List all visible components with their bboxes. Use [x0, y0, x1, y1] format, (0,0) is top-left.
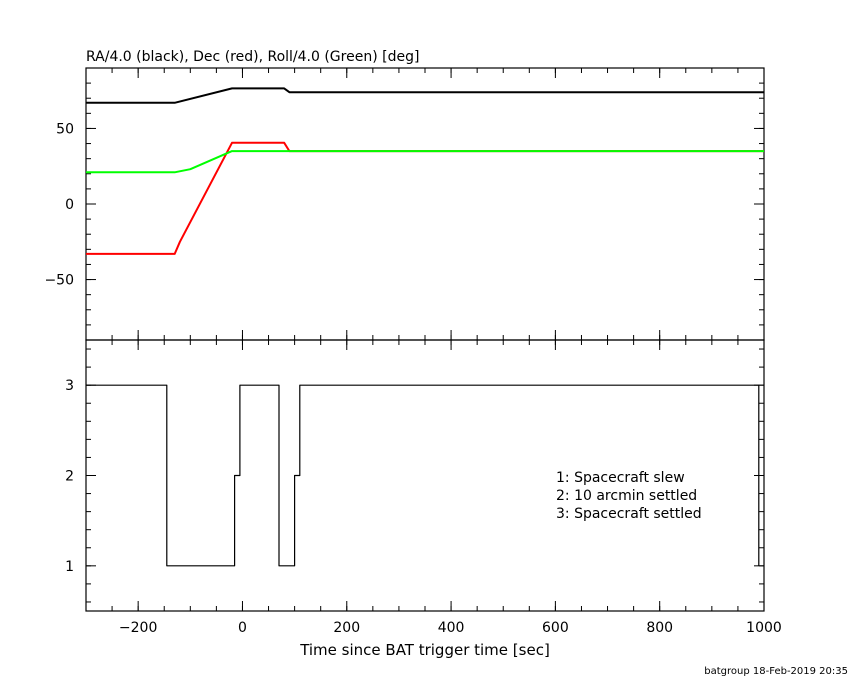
- bottom-series-line-0: [86, 384, 760, 567]
- bottom-y-tick-label: 2: [65, 469, 74, 485]
- bottom-legend-entry: 3: Spacecraft settled: [556, 506, 702, 522]
- bottom-x-tick-label: 800: [646, 620, 673, 636]
- bottom-y-tick-label: 1: [65, 559, 74, 575]
- footer-timestamp: batgroup 18-Feb-2019 20:35: [704, 666, 848, 677]
- bottom-x-tick-label: −200: [119, 620, 157, 636]
- x-axis-label: Time since BAT trigger time [sec]: [299, 641, 550, 659]
- bottom-legend-entry: 1: Spacecraft slew: [556, 470, 685, 486]
- bottom-y-tick-label: 3: [65, 378, 74, 394]
- top-y-tick-label: 50: [56, 121, 74, 137]
- top-series-line-0: [86, 87, 764, 104]
- bottom-x-tick-label: 200: [333, 620, 360, 636]
- top-series-line-2: [86, 150, 764, 174]
- top-frame: [85, 67, 765, 341]
- bottom-x-tick-label: 0: [238, 620, 247, 636]
- bottom-panel: 1 2 3 −200 0 200 400 600 800 1000 1: Spacecraft sl…: [65, 339, 782, 636]
- top-y-tick-label: −50: [44, 273, 74, 289]
- top-series-line-1: [86, 141, 764, 255]
- bottom-x-tick-label: 1000: [746, 620, 782, 636]
- bottom-x-tick-label: 600: [542, 620, 569, 636]
- top-chart-title: RA/4.0 (black), Dec (red), Roll/4.0 (Gre…: [86, 49, 419, 65]
- bottom-x-tick-label: 400: [438, 620, 465, 636]
- top-panel: −50 0 50: [44, 67, 765, 341]
- bottom-legend-entry: 2: 10 arcmin settled: [556, 488, 697, 504]
- top-y-tick-label: 0: [65, 197, 74, 213]
